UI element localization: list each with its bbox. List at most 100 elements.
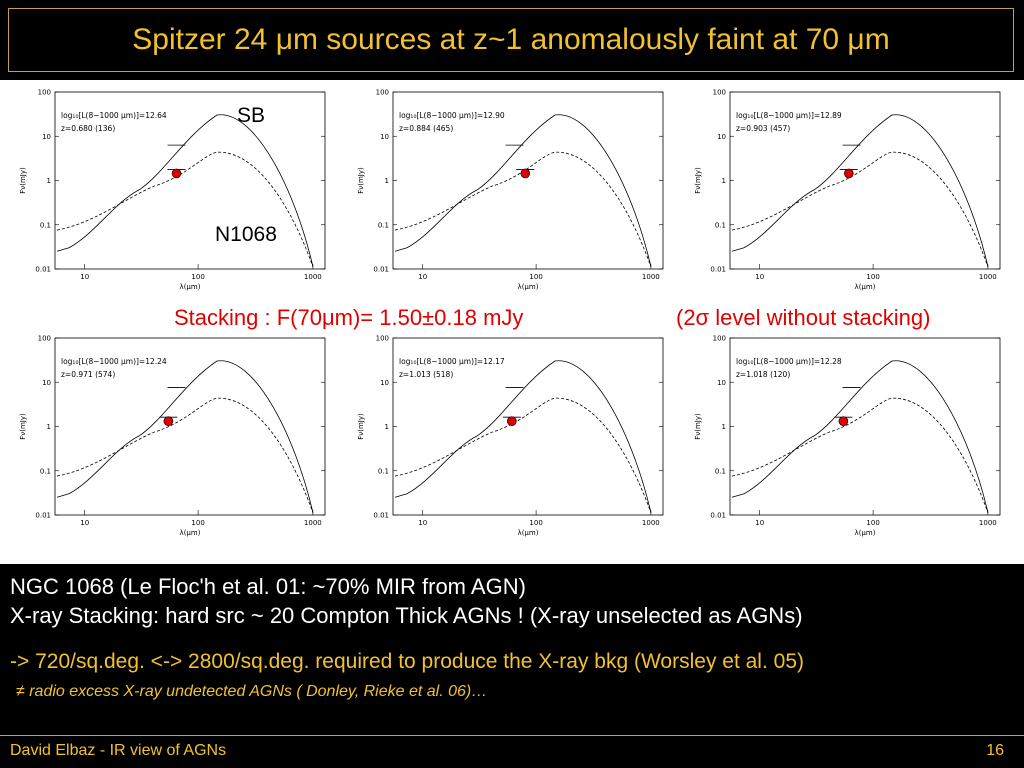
stacked-70um-point: [838, 416, 849, 426]
y-axis-label: Fν(mJy): [19, 167, 27, 194]
x-tick-label: 10: [418, 273, 427, 281]
x-tick-label: 10: [755, 273, 764, 281]
y-tick-label: 1: [385, 423, 389, 431]
y-tick-label: 0.01: [373, 512, 389, 520]
panel-lir: log₁₀[L(8−1000 μm)]=12.90: [399, 111, 505, 120]
x-tick-label: 1000: [304, 273, 322, 281]
panel-lir: log₁₀[L(8−1000 μm)]=12.17: [399, 357, 505, 366]
model-sb-curve: [56, 114, 314, 268]
x-tick-label: 10: [755, 519, 764, 527]
x-axis-label: λ(μm): [518, 529, 539, 537]
y-tick-label: 100: [38, 335, 51, 343]
model-sb-curve: [56, 360, 314, 514]
y-tick-label: 100: [713, 335, 726, 343]
y-tick-label: 100: [376, 335, 389, 343]
y-tick-label: 10: [380, 133, 389, 141]
x-tick-label: 10: [80, 273, 89, 281]
panel-redshift: z=0.680 (136): [61, 124, 115, 133]
panel-redshift: z=1.013 (518): [399, 370, 453, 379]
stacked-70um-point: [506, 416, 517, 426]
y-tick-label: 0.01: [35, 266, 51, 274]
x-tick-label: 1000: [979, 273, 997, 281]
x-tick-label: 100: [529, 273, 542, 281]
y-axis-label: Fν(mJy): [19, 413, 27, 440]
stacking-result: Stacking : F(70μm)= 1.50±0.18 mJy: [174, 305, 524, 330]
panel-redshift: z=0.903 (457): [736, 124, 790, 133]
x-tick-label: 100: [191, 519, 204, 527]
x-tick-label: 1000: [642, 273, 660, 281]
x-tick-label: 10: [80, 519, 89, 527]
x-tick-label: 1000: [642, 519, 660, 527]
y-tick-label: 0.01: [710, 266, 726, 274]
y-tick-label: 0.01: [373, 266, 389, 274]
stacked-70um-point: [520, 168, 531, 179]
y-axis-label: Fν(mJy): [694, 167, 702, 194]
page-number: 16: [986, 742, 1004, 759]
y-tick-label: 1: [722, 423, 726, 431]
y-tick-label: 0.1: [378, 221, 389, 229]
model-agn-curve: [731, 151, 989, 268]
y-tick-label: 1: [385, 177, 389, 185]
x-axis-label: λ(μm): [180, 283, 201, 291]
panel-redshift: z=1.018 (120): [736, 370, 790, 379]
model-sb-curve: [394, 360, 652, 514]
x-tick-label: 100: [529, 519, 542, 527]
radio-excess-line: ≠ radio excess X-ray undetected AGNs ( D…: [16, 683, 488, 700]
x-axis-label: λ(μm): [855, 529, 876, 537]
sed-panels-svg: 100 10 1 0.1 0.01 10 100 1000 λ(μm) Fν(mJy) log₁₀[…: [19, 89, 1001, 537]
x-tick-label: 100: [866, 273, 879, 281]
y-tick-label: 1: [47, 177, 51, 185]
slide-header: Spitzer 24 μm sources at z~1 anomalously…: [0, 0, 1024, 80]
model-agn-curve: [394, 397, 652, 514]
y-axis-label: Fν(mJy): [694, 413, 702, 440]
y-tick-label: 0.1: [715, 467, 726, 475]
y-tick-label: 100: [38, 89, 51, 97]
panel-lir: log₁₀[L(8−1000 μm)]=12.24: [61, 357, 167, 366]
panel-lir: log₁₀[L(8−1000 μm)]=12.28: [736, 357, 842, 366]
sb-label: SB: [237, 104, 266, 127]
x-tick-label: 100: [866, 519, 879, 527]
y-tick-label: 10: [717, 133, 726, 141]
panel-lir: log₁₀[L(8−1000 μm)]=12.64: [61, 111, 167, 120]
y-tick-label: 1: [47, 423, 51, 431]
model-agn-curve: [56, 151, 314, 268]
sigma-note: (2σ level without stacking): [676, 305, 931, 330]
y-tick-label: 0.1: [715, 221, 726, 229]
y-tick-label: 0.1: [378, 467, 389, 475]
x-axis-label: λ(μm): [855, 283, 876, 291]
y-tick-label: 0.1: [40, 221, 51, 229]
model-sb-curve: [394, 114, 652, 268]
stacked-70um-point: [163, 416, 174, 426]
y-tick-label: 10: [42, 379, 51, 387]
xray-stacking-line: X-ray Stacking: hard src ~ 20 Compton Th…: [10, 603, 803, 628]
footer-divider: [0, 735, 1024, 736]
y-tick-label: 1: [722, 177, 726, 185]
y-tick-label: 0.1: [40, 467, 51, 475]
y-tick-label: 10: [380, 379, 389, 387]
model-sb-curve: [731, 360, 989, 514]
footer-author: David Elbaz - IR view of AGNs: [10, 742, 227, 759]
y-tick-label: 100: [713, 89, 726, 97]
n1068-label: N1068: [215, 223, 277, 246]
y-tick-label: 10: [42, 133, 51, 141]
model-agn-curve: [731, 397, 989, 514]
x-tick-label: 1000: [979, 519, 997, 527]
y-axis-label: Fν(mJy): [357, 167, 365, 194]
x-axis-label: λ(μm): [180, 529, 201, 537]
slide-body: NGC 1068 (Le Floc'h et al. 01: ~70% MIR …: [10, 572, 1010, 630]
y-tick-label: 100: [376, 89, 389, 97]
stacked-70um-point: [171, 168, 182, 179]
stacked-70um-point: [843, 168, 854, 179]
y-tick-label: 0.01: [710, 512, 726, 520]
x-axis-label: λ(μm): [518, 283, 539, 291]
model-agn-curve: [394, 151, 652, 268]
x-tick-label: 10: [418, 519, 427, 527]
x-tick-label: 1000: [304, 519, 322, 527]
panel-redshift: z=0.971 (574): [61, 370, 115, 379]
sed-figure: 100 10 1 0.1 0.01 10 100 1000 λ(μm) Fν(mJy) log₁₀[…: [0, 80, 1024, 564]
xray-bkg-line: -> 720/sq.deg. <-> 2800/sq.deg. required…: [10, 650, 804, 673]
panel-lir: log₁₀[L(8−1000 μm)]=12.89: [736, 111, 842, 120]
model-sb-curve: [731, 114, 989, 268]
model-agn-curve: [56, 397, 314, 514]
y-tick-label: 0.01: [35, 512, 51, 520]
